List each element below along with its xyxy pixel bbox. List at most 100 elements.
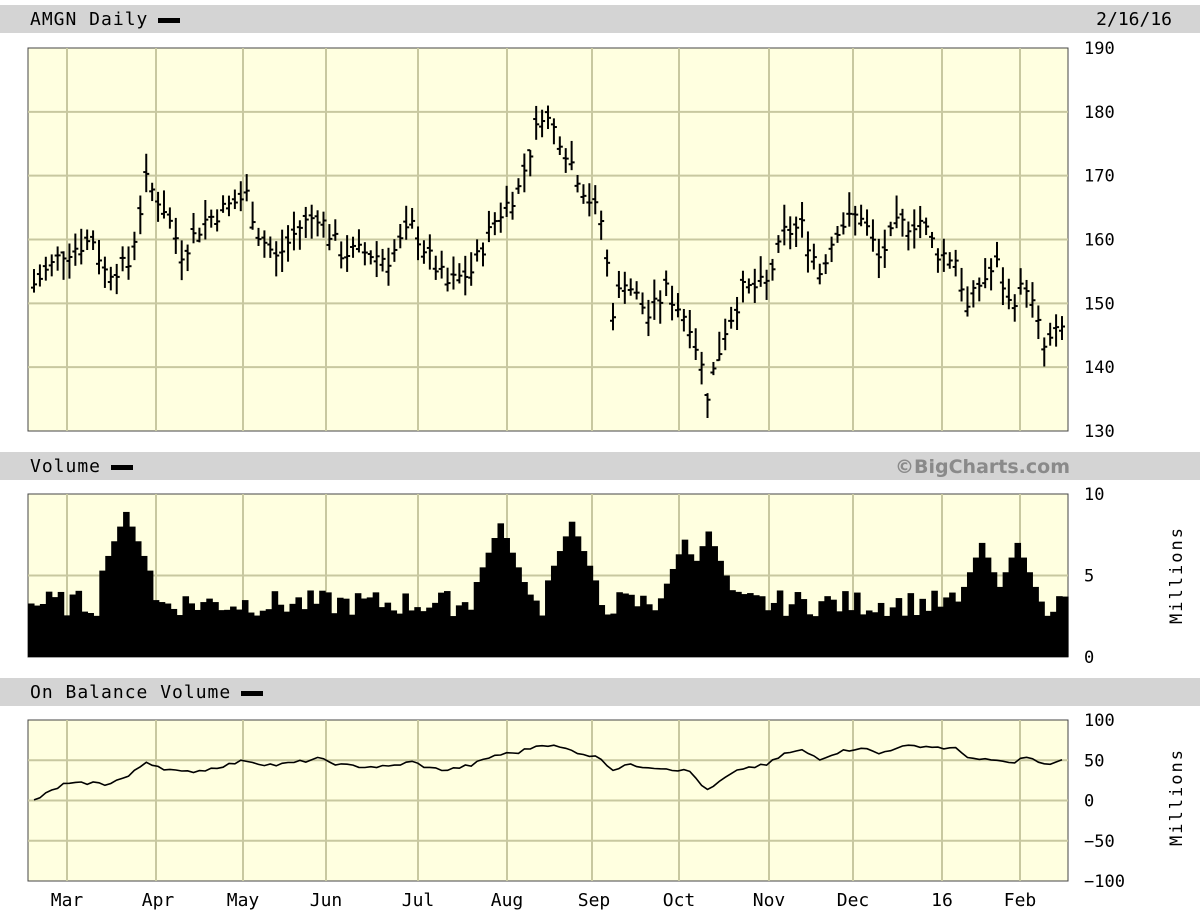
price-bar [692,328,699,361]
price-bar [976,277,983,302]
price-bar [308,204,315,239]
price-bar [852,205,859,236]
price-bar [1035,305,1042,340]
price-bar [929,231,936,249]
price-bar [119,246,126,272]
price-bar [361,242,368,266]
price-bar [290,211,297,251]
volume-bar [1014,542,1022,657]
volume-bar [491,538,499,657]
price-bar [166,207,173,229]
price-bar [899,208,906,237]
volume-bar [818,601,825,657]
y-tick-label: 50 [1084,751,1104,771]
volume-bar [283,611,291,657]
price-bar [314,210,321,237]
price-bar [958,267,965,302]
price-bar [90,230,97,250]
price-bar [84,229,91,250]
price-bar [379,248,386,272]
volume-bar [366,597,374,657]
volume-bar [628,594,635,657]
price-bar [757,256,764,287]
price-bar [432,255,439,280]
volume-bar [764,610,772,657]
volume-bar [717,560,724,657]
price-bar [54,246,61,271]
x-axis-labels: Mar Apr May Jun Jul Aug Sep Oct Nov Dec 16 Feb [51,890,1037,911]
price-bar [521,153,528,193]
volume-bar [955,601,962,657]
volume-bar [984,557,992,657]
volume-bar [224,609,231,657]
volume-bar [271,591,279,657]
volume-bar [325,592,332,657]
volume-bar [140,555,148,657]
price-bar [113,263,120,295]
volume-bar [675,554,683,657]
price-bar [633,281,640,300]
price-bar [1023,279,1030,308]
volume-bar [705,531,713,657]
volume-bar [604,614,611,657]
volume-bar [533,600,540,657]
volume-bar [539,615,546,657]
volume-bar [75,590,83,657]
price-bar [627,278,634,296]
price-bar [72,233,79,266]
price-bar [793,216,800,247]
volume-bar [509,552,516,657]
volume-bar [907,593,915,657]
price-bar [196,227,203,243]
price-bar [1059,316,1065,341]
volume-bar [556,551,564,657]
price-bar [149,182,156,202]
price-bar [397,224,404,249]
volume-bar [485,552,493,657]
price-bar [946,252,953,269]
volume-bar [69,594,77,657]
volume-bar [152,600,160,657]
price-bar [332,219,339,241]
volume-bar [1008,557,1016,657]
price-bar [285,225,292,262]
price-bar [586,183,593,217]
price-bar [1029,282,1036,318]
y-tick-label: 130 [1084,422,1115,442]
volume-chart-title: Volume [30,456,134,477]
obv-chart-title: On Balance Volume [30,682,264,703]
volume-bar [218,610,225,657]
volume-bar [865,610,873,657]
volume-bar [28,603,35,657]
x-tick-label: Dec [837,890,870,911]
volume-bar [889,607,897,657]
volume-bar [806,614,814,657]
price-bar [769,258,776,281]
volume-bar [895,598,903,657]
price-bar [858,204,865,227]
volume-bar [652,610,659,657]
volume-bar [449,616,457,657]
volume-bar [289,603,297,657]
volume-bar [1020,557,1027,657]
price-bar [42,256,49,281]
price-bar [509,191,516,220]
price-bar [810,243,817,270]
price-bar [545,105,551,129]
price-bar [237,181,244,212]
price-bar [621,271,628,304]
price-bar [160,190,167,219]
y-tick-label: 0 [1084,648,1094,668]
volume-bar [925,610,932,657]
obv-series-line [33,744,1063,801]
volume-bar [194,609,201,657]
price-bar [869,219,876,252]
price-bar [1047,322,1054,346]
price-bar [137,195,144,235]
copyright-notice: ©BigCharts.com [895,456,1070,478]
volume-bar [634,606,641,657]
price-bar [604,249,611,277]
volume-bar [277,604,285,657]
price-bar [934,248,941,273]
